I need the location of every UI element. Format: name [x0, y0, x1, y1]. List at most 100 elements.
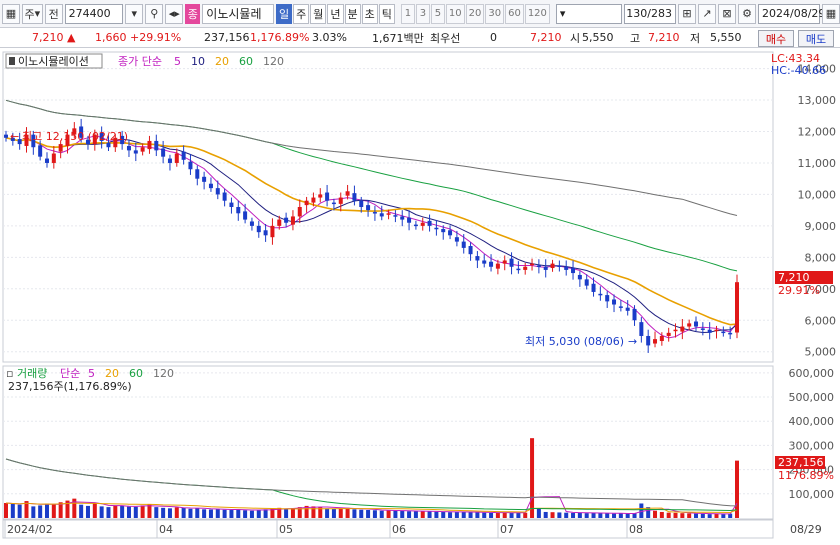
volume-bar [10, 503, 15, 518]
volume-bar [338, 508, 343, 518]
volume-bar [51, 504, 56, 518]
volume-bar [407, 511, 412, 518]
period-tab-5[interactable]: 초 [361, 3, 378, 24]
price-axis-tick: 12,000 [798, 126, 837, 139]
period-number-5[interactable]: 5 [430, 3, 445, 24]
candle-body [714, 329, 719, 332]
candle-body [687, 323, 692, 327]
candle-body [277, 219, 282, 226]
code-dropdown-icon[interactable]: ▾ [125, 3, 144, 24]
period-number-1[interactable]: 1 [400, 3, 415, 24]
volume-bar [714, 513, 719, 518]
period-tab-6[interactable]: 틱 [378, 3, 395, 24]
last-pct-text: 29.91% [778, 284, 820, 297]
candle-body [256, 225, 261, 233]
volume-bar [448, 512, 453, 518]
candle-body [181, 151, 186, 160]
stock-type-badge: 종 [185, 3, 201, 24]
candle-body [605, 295, 610, 302]
buy-button[interactable]: 매수 [758, 30, 794, 47]
volume-max-label: 237,156주(1,176.89%) [8, 380, 132, 393]
candle-body [38, 145, 43, 157]
volume-bar [721, 514, 726, 518]
candle-body [297, 207, 302, 217]
volume-bar [666, 512, 671, 518]
chart-menu-icon[interactable]: ▦ [2, 3, 20, 24]
period-tab-2[interactable]: 월 [310, 3, 327, 24]
date-input[interactable]: 2024/08/29 [758, 3, 825, 24]
volume-bar [140, 505, 145, 518]
volume-bar [461, 511, 466, 518]
candle-body [167, 158, 172, 163]
volume-bar [99, 506, 104, 518]
ma-legend-20: 20 [215, 55, 229, 68]
candle-body [325, 192, 330, 201]
price-change: 1,660 [95, 31, 127, 44]
volume-bar [495, 512, 500, 518]
period-tab-3[interactable]: 년 [327, 3, 344, 24]
search-icon[interactable]: ⚲ [145, 3, 164, 24]
sell-button[interactable]: 매도 [798, 30, 834, 47]
min-arrow-icon: → [628, 335, 637, 348]
period-number-3[interactable]: 3 [415, 3, 430, 24]
candle-body [372, 212, 377, 214]
zoom-icon[interactable]: ⊠ [718, 3, 736, 24]
chart-area[interactable]: 5,000 6,000 7,000 8,000 9,000 10,000 11,000 12,… [0, 48, 840, 542]
low-label: 저 [690, 31, 701, 45]
volume-bar [659, 511, 664, 518]
period-tab-0[interactable]: 일 [276, 3, 293, 24]
calendar-icon[interactable]: ▦ [822, 3, 840, 24]
candle-body [44, 158, 49, 163]
speaker-icon[interactable]: ◂▸ [165, 3, 184, 24]
volume-bar [475, 512, 480, 518]
period-tab-4[interactable]: 분 [344, 3, 361, 24]
grid-icon[interactable]: ⊞ [678, 3, 696, 24]
candle-body [99, 132, 104, 141]
volume-bar [584, 513, 589, 518]
period-number-60[interactable]: 60 [505, 3, 524, 24]
period-tab-1[interactable]: 주 [293, 3, 310, 24]
period-number-20[interactable]: 20 [465, 3, 485, 24]
period-number-120[interactable]: 120 [524, 3, 550, 24]
period-number-10[interactable]: 10 [445, 3, 465, 24]
volume-bar [625, 513, 630, 518]
last-volume-tag [775, 456, 825, 469]
volume-bar [577, 512, 582, 518]
candle-body [489, 261, 494, 267]
market-select[interactable]: 주 ▾ [22, 3, 43, 24]
volume-bar [236, 509, 241, 518]
candle-body [577, 274, 582, 280]
candle-body [509, 258, 514, 267]
candle-body [612, 299, 617, 305]
volume-bar [673, 512, 678, 518]
volume-bar [188, 508, 193, 518]
x-axis-label: 07 [500, 523, 514, 536]
draw-icon[interactable]: ↗ [698, 3, 716, 24]
volume-ma-legend-60: 60 [129, 367, 143, 380]
volume-bar [243, 510, 248, 518]
volume-bar [632, 513, 637, 518]
price-axis-tick: 7,000 [805, 283, 837, 296]
candle-body [195, 169, 200, 179]
candle-body [659, 335, 664, 342]
volume-bar [202, 509, 207, 518]
stock-chart[interactable]: 5,000 6,000 7,000 8,000 9,000 10,000 11,000 12,… [0, 48, 840, 542]
candle-body [92, 134, 97, 145]
candle-body [79, 126, 84, 138]
period-number-input[interactable]: ▾ [555, 3, 622, 24]
volume-pct: 1,176.89% [250, 31, 310, 44]
volume-bar [434, 511, 439, 518]
candle-body [229, 202, 234, 207]
volume-axis-tick: 300,000 [789, 439, 835, 452]
volume-bar [454, 511, 459, 518]
volume-axis-tick: 400,000 [789, 415, 835, 428]
min-annotation: 최저 5,030 (08/06) [525, 335, 624, 348]
settings-icon[interactable]: ⚙ [738, 3, 756, 24]
volume-bar [4, 503, 8, 518]
candle-body [113, 137, 118, 148]
jeon-button[interactable]: 전 [44, 3, 63, 24]
code-input[interactable]: 274400 [64, 3, 124, 24]
period-number-30[interactable]: 30 [485, 3, 505, 24]
candle-body [270, 225, 275, 238]
candle-body [639, 322, 644, 336]
